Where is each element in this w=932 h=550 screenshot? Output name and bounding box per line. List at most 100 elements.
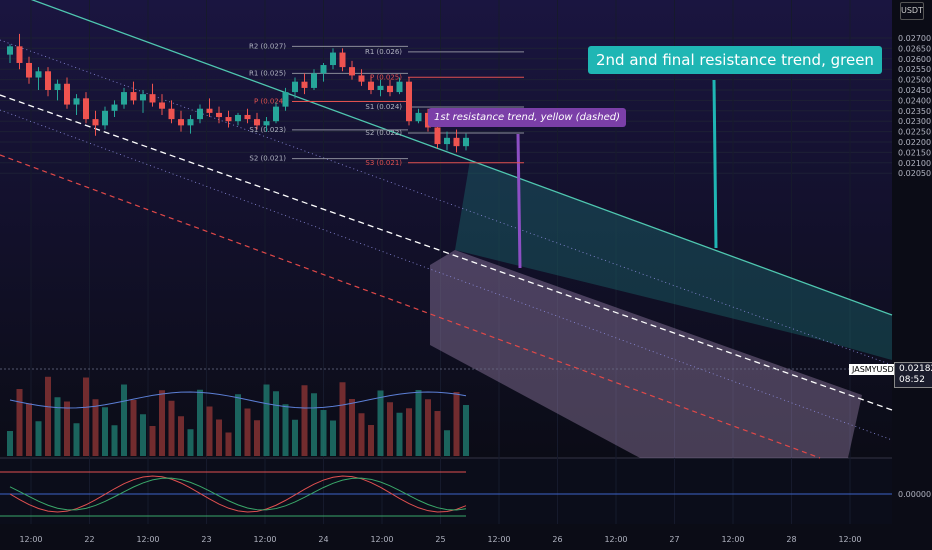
green-resistance-line: [30, 0, 893, 316]
candle-body: [111, 104, 118, 111]
candle-body: [396, 81, 403, 93]
pivot-label: S2 (0.021): [249, 155, 286, 163]
volume-bar: [263, 384, 270, 456]
candle-body: [339, 52, 346, 68]
pivot-label: S2 (0.022): [365, 129, 402, 137]
oscillator-tick-label: 0.00000: [898, 490, 931, 499]
time-tick-label: 12:00: [838, 535, 861, 544]
volume-bar: [225, 432, 232, 456]
price-axis-background: [892, 0, 932, 550]
trend-channel-zones: [430, 160, 892, 458]
time-tick-label: 24: [318, 535, 328, 544]
candle-body: [320, 65, 327, 74]
candle-body: [121, 92, 127, 105]
volume-bar: [197, 389, 203, 456]
trend-lines: [0, 0, 893, 459]
red-support-line: [0, 154, 821, 459]
green-channel-zone: [455, 160, 892, 360]
volume-bar: [7, 431, 13, 456]
price-tick-label: 0.02200: [898, 138, 931, 147]
time-tick-label: 28: [786, 535, 796, 544]
volume-bar: [26, 403, 32, 456]
volume-bar: [178, 416, 184, 456]
candle-body: [235, 114, 241, 122]
candle-body: [311, 73, 317, 88]
candle-body: [415, 112, 422, 122]
volume-bar: [444, 430, 450, 456]
currency-label[interactable]: USDT: [900, 2, 924, 20]
volume-bar: [16, 389, 23, 456]
candle-body: [444, 137, 450, 145]
time-tick-label: 12:00: [370, 535, 393, 544]
volume-bar: [111, 425, 118, 456]
candle-body: [301, 81, 308, 88]
yellow-resistance-line: [0, 94, 893, 411]
yellow-callout-pointer: [516, 133, 522, 269]
candle-body: [26, 62, 32, 78]
candle-body: [406, 81, 412, 122]
time-axis: 12:00 22 12:00 23 12:00 24 12:00 25 12:00 26 12:00…: [19, 535, 861, 544]
candle-body: [244, 114, 251, 120]
price-tick-label: 0.02650: [898, 44, 931, 53]
candle-body: [453, 137, 460, 147]
candle-body: [434, 127, 441, 145]
candle-body: [92, 119, 99, 126]
volume-average-line: [9, 391, 467, 409]
candle-body: [64, 83, 70, 105]
candle-body: [102, 110, 108, 126]
candle-body: [368, 81, 374, 90]
volume-bar: [368, 425, 374, 456]
price-tick-label: 0.02600: [898, 55, 931, 64]
pivot-levels: R2 (0.027) R1 (0.025) P (0.024) S1 (0.023) S…: [249, 42, 524, 167]
volume-bar: [349, 399, 355, 456]
price-tick-label: 0.02450: [898, 86, 931, 95]
volume-bar: [273, 391, 279, 456]
volume-bar: [54, 397, 61, 456]
time-tick-label: 12:00: [487, 535, 510, 544]
candle-body: [463, 137, 469, 147]
candle-body: [263, 121, 270, 126]
time-tick-label: 12:00: [19, 535, 42, 544]
pivot-label: S1 (0.024): [365, 103, 402, 111]
symbol-label: JASMYUSDT: [849, 364, 902, 375]
plot-background: [0, 0, 892, 458]
candle-body: [187, 119, 194, 126]
green-callout-pointer: [712, 79, 718, 249]
pivot-label: P (0.024): [254, 97, 286, 105]
pivot-label: R1 (0.025): [249, 69, 286, 77]
candle-body: [254, 119, 260, 126]
candle-body: [216, 112, 222, 118]
candle-body: [197, 108, 203, 120]
candle-body: [140, 94, 146, 101]
oscillator-k-line: [9, 475, 467, 513]
candle-body: [292, 81, 298, 93]
volume-bar: [187, 429, 194, 456]
time-tick-label: 12:00: [721, 535, 744, 544]
volume-bar: [45, 376, 51, 456]
volume-bar: [216, 419, 222, 456]
volume-bar: [159, 390, 165, 456]
volume-bar: [102, 407, 108, 456]
volume-bar: [92, 399, 99, 456]
time-tick-label: 25: [435, 535, 445, 544]
lower-channel-line: [0, 109, 893, 441]
candle-body: [349, 67, 355, 76]
yellow-channel-zone: [430, 250, 862, 458]
volume-bar: [463, 405, 469, 456]
pivot-label: R2 (0.027): [249, 42, 286, 50]
volume-bar: [244, 408, 251, 456]
price-tick-label: 0.02150: [898, 148, 931, 157]
candle-body: [54, 83, 61, 90]
pivot-label: S1 (0.023): [249, 126, 286, 134]
volume-bar: [330, 420, 336, 456]
candle-body: [73, 98, 80, 105]
candle-body: [206, 108, 213, 113]
candle-body: [282, 92, 289, 107]
countdown: 08:52: [899, 375, 925, 385]
volume-bar: [73, 423, 80, 456]
candle-body: [83, 98, 89, 120]
price-tick-label: 0.02350: [898, 107, 931, 116]
candle-body: [16, 46, 23, 63]
pivot-label: P (0.025): [370, 73, 402, 81]
